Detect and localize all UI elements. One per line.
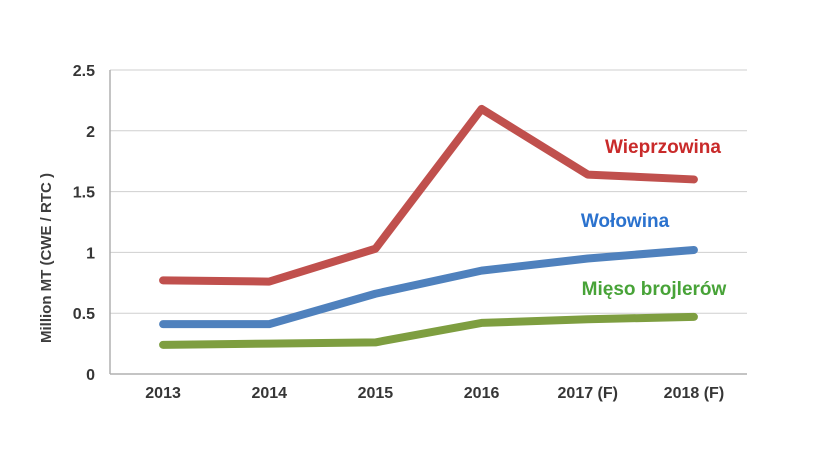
x-tick-label: 2015 <box>358 385 394 402</box>
series-label-0: Wieprzowina <box>605 137 721 158</box>
y-tick-label: 0.5 <box>73 306 95 323</box>
x-tick-label: 2016 <box>464 385 500 402</box>
y-tick-label: 2.5 <box>73 63 95 80</box>
y-tick-label: 0 <box>86 367 95 384</box>
x-tick-label: 2014 <box>251 385 287 402</box>
series-line-1 <box>159 245 698 329</box>
y-tick-label: 1 <box>86 245 95 262</box>
x-tick-label: 2017 (F) <box>558 385 618 402</box>
y-axis-title: Million MT (CWE / RTC ) <box>38 173 55 343</box>
x-tick-label: 2018 (F) <box>664 385 724 402</box>
series-line-0 <box>159 104 698 286</box>
series-label-2: Mięso brojlerów <box>582 279 727 300</box>
y-tick-label: 1.5 <box>73 185 95 202</box>
x-tick-label: 2013 <box>145 385 181 402</box>
y-tick-label: 2 <box>86 124 95 141</box>
series-line-2 <box>159 312 698 349</box>
series-label-1: Wołowina <box>581 211 670 232</box>
